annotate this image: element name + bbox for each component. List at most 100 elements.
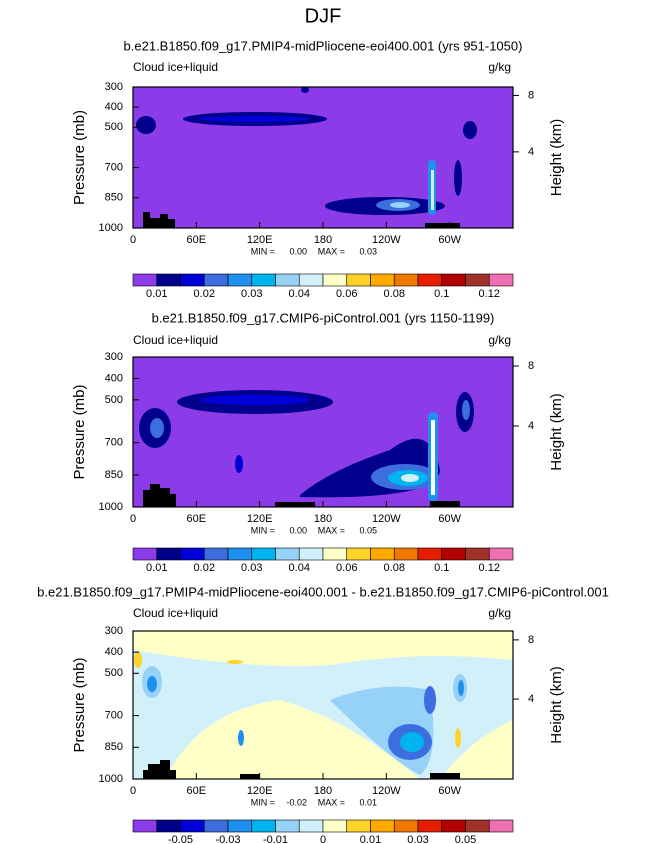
y-tick-label: 1000 <box>99 773 123 785</box>
colorbar-label: 0.01 <box>360 834 381 844</box>
colorbar-box <box>275 273 300 287</box>
x-tick-label: 60W <box>438 785 461 797</box>
y2-axis-label: Height (km) <box>548 393 565 471</box>
colorbar-label: 0.03 <box>241 562 262 574</box>
colorbar-label: 0.02 <box>194 288 215 300</box>
colorbar-label: 0.04 <box>289 562 310 574</box>
x-tick-label: 60W <box>438 234 461 246</box>
colorbar-box <box>346 547 371 561</box>
colorbar-box <box>251 547 276 561</box>
contour-field <box>133 87 513 228</box>
x-tick-label: 120E <box>247 513 273 525</box>
colorbar-label: 0.03 <box>407 834 428 844</box>
y-tick-label: 850 <box>105 192 123 204</box>
colorbar-label: 0.02 <box>194 562 215 574</box>
colorbar-box <box>488 547 514 561</box>
x-tick-label: 120W <box>372 785 401 797</box>
x-tick-label: 180 <box>314 785 332 797</box>
y2-tick-label: 4 <box>528 146 534 158</box>
y2-tick-label: 4 <box>528 420 534 432</box>
contour-field <box>133 631 513 779</box>
x-tick-label: 180 <box>314 234 332 246</box>
colorbar-box <box>180 819 205 833</box>
y-tick-label: 400 <box>105 101 123 113</box>
colorbar-box <box>465 819 490 833</box>
colorbar-box <box>417 547 443 561</box>
colorbar-box <box>275 547 300 561</box>
subtitle: Cloud ice+liquid <box>133 60 218 74</box>
y-axis-label: Pressure (mb) <box>71 657 88 752</box>
y-tick-label: 850 <box>105 469 123 481</box>
y-tick-label: 1000 <box>99 501 123 513</box>
colorbar-box <box>346 273 371 287</box>
x-tick-label: 120W <box>372 513 401 525</box>
colorbar-box <box>370 819 395 833</box>
y2-tick-label: 8 <box>528 89 534 101</box>
colorbar-label: 0.1 <box>434 562 449 574</box>
colorbar-box <box>227 819 253 833</box>
colorbar-box <box>465 547 490 561</box>
y-tick-label: 400 <box>105 372 123 384</box>
y2-tick-label: 8 <box>528 360 534 372</box>
colorbar-box <box>417 819 443 833</box>
x-tick-label: 60W <box>438 513 461 525</box>
min-value: -0.02 <box>286 797 307 807</box>
max-value: 0.03 <box>359 246 377 256</box>
min-label: MIN = <box>251 246 275 256</box>
x-tick-label: 0 <box>130 785 136 797</box>
min-label: MIN = <box>251 797 275 807</box>
x-tick-label: 0 <box>130 513 136 525</box>
colorbar-label: -0.01 <box>263 834 288 844</box>
y-tick-label: 400 <box>105 646 123 658</box>
x-tick-label: 60E <box>187 513 207 525</box>
y2-tick-label: 8 <box>528 634 534 646</box>
colorbar-label: 0.08 <box>384 288 405 300</box>
colorbar-label: 0.04 <box>289 288 310 300</box>
colorbar-box <box>322 273 348 287</box>
x-tick-label: 0 <box>130 234 136 246</box>
colorbar-label: 0.01 <box>146 562 167 574</box>
subtitle: Cloud ice+liquid <box>133 333 218 347</box>
colorbar-box <box>322 547 348 561</box>
colorbar-box <box>488 819 514 833</box>
colorbar-box <box>370 273 395 287</box>
panel-title: b.e21.B1850.f09_g17.PMIP4-midPliocene-eo… <box>37 584 609 599</box>
colorbar-box <box>227 547 253 561</box>
colorbar-box <box>251 819 276 833</box>
max-value: 0.05 <box>359 525 377 535</box>
colorbar-box <box>132 547 158 561</box>
y-axis-label: Pressure (mb) <box>71 384 88 479</box>
min-label: MIN = <box>251 525 275 535</box>
colorbar-box <box>370 547 395 561</box>
y-tick-label: 850 <box>105 741 123 753</box>
colorbar-label: 0.12 <box>479 288 500 300</box>
colorbar-label: 0.08 <box>384 562 405 574</box>
colorbar-label: 0.1 <box>434 288 449 300</box>
colorbar-box <box>393 819 419 833</box>
colorbar-box <box>203 273 229 287</box>
colorbar-box <box>298 547 324 561</box>
panel-title: b.e21.B1850.f09_g17.CMIP6-piControl.001 … <box>152 310 495 325</box>
y-tick-label: 300 <box>105 81 123 93</box>
colorbar-label: 0.05 <box>455 834 476 844</box>
y-tick-label: 500 <box>105 667 123 679</box>
x-tick-label: 60E <box>187 234 207 246</box>
colorbar-label: 0 <box>320 834 326 844</box>
colorbar-box <box>203 819 229 833</box>
x-tick-label: 120W <box>372 234 401 246</box>
colorbar-label: 0.03 <box>241 288 262 300</box>
colorbar-box <box>203 547 229 561</box>
colorbar-box <box>156 547 181 561</box>
x-tick-label: 60E <box>187 785 207 797</box>
colorbar-label: 0.06 <box>336 562 357 574</box>
colorbar-box <box>393 547 419 561</box>
colorbar-box <box>180 273 205 287</box>
y-tick-label: 300 <box>105 351 123 363</box>
contour-field <box>133 357 513 507</box>
y-tick-label: 500 <box>105 121 123 133</box>
x-tick-label: 120E <box>247 234 273 246</box>
colorbar-box <box>322 819 348 833</box>
subtitle: Cloud ice+liquid <box>133 606 218 620</box>
min-value: 0.00 <box>289 525 307 535</box>
colorbar-box <box>298 273 324 287</box>
